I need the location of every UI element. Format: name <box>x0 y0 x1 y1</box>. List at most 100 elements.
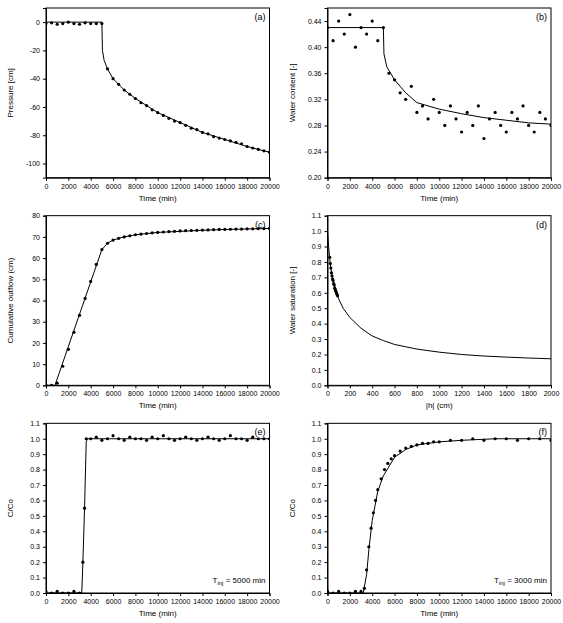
y-tick-mark <box>325 99 328 100</box>
y-tick: -40 <box>30 75 46 82</box>
y-tick-mark <box>325 531 328 532</box>
x-tick-mark <box>395 593 396 596</box>
data-point <box>371 19 374 22</box>
x-tick: 12000 <box>171 178 191 190</box>
x-tick-mark <box>91 178 92 181</box>
y-tick-label: 70 <box>32 234 40 241</box>
y-tick: 0 <box>36 382 46 389</box>
y-tick-label: 20 <box>32 340 40 347</box>
y-tick-label: 0.1 <box>30 574 40 581</box>
fit-line <box>328 231 552 359</box>
y-tick-label: 1.0 <box>312 435 322 442</box>
data-point <box>521 104 524 107</box>
y-tick: 0.7 <box>312 274 328 281</box>
y-tick-mark <box>43 50 46 51</box>
y-tick-mark <box>325 423 328 424</box>
x-tick-mark <box>68 385 69 388</box>
y-tick: 0.4 <box>312 320 328 327</box>
data-point <box>505 130 508 133</box>
y-tick-mark <box>325 293 328 294</box>
y-tick-mark <box>325 385 328 386</box>
y-tick-label: 0.2 <box>312 351 322 358</box>
panel: 0200040006000800010000120001400016000180… <box>6 212 280 410</box>
plot-frame <box>46 216 270 386</box>
x-tick: 14000 <box>193 593 213 605</box>
x-tick: 14000 <box>193 178 213 190</box>
fit-line <box>46 22 270 152</box>
x-tick-label: 0 <box>326 598 330 605</box>
x-tick: 6000 <box>106 178 122 190</box>
x-tick: 20000 <box>260 178 280 190</box>
x-tick-mark <box>350 178 351 181</box>
x-tick-label: 1400 <box>477 390 493 397</box>
y-tick-label: 1.0 <box>30 435 40 442</box>
x-tick: 2000 <box>343 178 359 190</box>
x-tick: 4000 <box>365 178 381 190</box>
y-tick-mark <box>325 247 328 248</box>
y-tick-mark <box>325 354 328 355</box>
data-point <box>229 434 232 437</box>
x-tick: 18000 <box>519 593 539 605</box>
y-tick-label: 0.3 <box>312 543 322 550</box>
x-tick-mark <box>417 385 418 388</box>
panel: 0200040006000800010000120001400016000180… <box>6 420 280 618</box>
x-tick-mark <box>551 593 552 596</box>
data-point <box>330 274 333 277</box>
x-tick: 10000 <box>149 178 169 190</box>
y-tick: 10 <box>32 361 46 368</box>
fit-line <box>328 439 552 593</box>
y-tick-label: 0.9 <box>30 451 40 458</box>
plot-frame <box>328 216 552 386</box>
y-tick-mark <box>43 79 46 80</box>
x-tick-label: 10000 <box>149 598 169 605</box>
x-axis-line <box>47 594 271 597</box>
y-tick-mark <box>43 485 46 486</box>
y-tick-label: 1.1 <box>30 420 40 427</box>
x-axis-title: Time (min) <box>139 609 177 618</box>
y-tick-label: 0.4 <box>312 528 322 535</box>
y-tick: 0.20 <box>308 174 328 181</box>
x-tick-label: 14000 <box>193 598 213 605</box>
y-axis-line <box>325 216 329 386</box>
y-tick: 0.28 <box>308 122 328 129</box>
x-tick: 8000 <box>410 593 426 605</box>
data-point <box>328 256 331 259</box>
y-axis-title: C/Co <box>6 499 15 518</box>
data-point <box>162 434 165 437</box>
x-tick: 6000 <box>387 178 403 190</box>
x-tick-label: 4000 <box>83 390 99 397</box>
x-tick-label: 2000 <box>61 390 77 397</box>
x-tick: 2000 <box>61 178 77 190</box>
y-axis-title: Cumulative outflow (cm) <box>6 257 15 343</box>
y-tick-label: 0.9 <box>312 451 322 458</box>
data-point <box>330 271 333 274</box>
x-axis: 0200040006000800010000120001400016000180… <box>326 178 561 190</box>
x-tick-mark <box>225 385 226 388</box>
x-tick-label: 18000 <box>519 598 539 605</box>
x-tick-mark <box>270 593 271 596</box>
panel-label: (d) <box>536 220 547 230</box>
y-tick-mark <box>325 73 328 74</box>
y-tick-label: -80 <box>30 132 40 139</box>
y-tick: 70 <box>32 234 46 241</box>
x-tick: 4000 <box>83 593 99 605</box>
plot-area <box>46 227 270 386</box>
y-tick-label: 0.6 <box>30 497 40 504</box>
x-tick-label: 800 <box>412 390 424 397</box>
x-tick: 0 <box>45 593 49 605</box>
y-tick-mark <box>43 279 46 280</box>
data-point <box>443 124 446 127</box>
plot-area <box>46 21 270 154</box>
data-point <box>410 85 413 88</box>
x-tick-mark <box>462 593 463 596</box>
x-tick: 4000 <box>365 593 381 605</box>
data-point <box>383 468 386 471</box>
x-tick: 2000 <box>61 593 77 605</box>
data-point <box>376 39 379 42</box>
x-tick: 200 <box>345 385 357 397</box>
y-tick-label: 0.8 <box>30 466 40 473</box>
y-tick-mark <box>325 370 328 371</box>
x-tick-label: 14000 <box>193 183 213 190</box>
plot-area <box>328 231 552 359</box>
x-tick: 0 <box>326 385 330 397</box>
